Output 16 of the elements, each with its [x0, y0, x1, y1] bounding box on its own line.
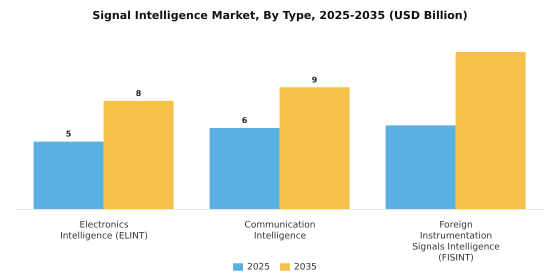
x-tick-label: Foreign Instrumentation Signals Intelligence (FISINT)	[412, 220, 500, 264]
data-label: 5	[66, 130, 72, 139]
legend-label: 2025	[247, 262, 270, 272]
bar	[104, 100, 174, 210]
chart-title: Signal Intelligence Market, By Type, 2025-2035 (USD Billion)	[91, 8, 469, 24]
data-label: 6	[242, 116, 248, 126]
x-tick-label: Electronics Intelligence (ELINT)	[60, 220, 148, 242]
data-label: 9	[312, 75, 318, 84]
bar	[456, 52, 526, 210]
x-tick-label: Communication Intelligence	[244, 220, 316, 242]
bar	[34, 142, 104, 210]
legend-label: 2035	[294, 262, 317, 272]
data-label: 8	[136, 88, 142, 98]
bar	[210, 128, 280, 210]
bar	[280, 87, 350, 210]
bar	[386, 125, 456, 210]
